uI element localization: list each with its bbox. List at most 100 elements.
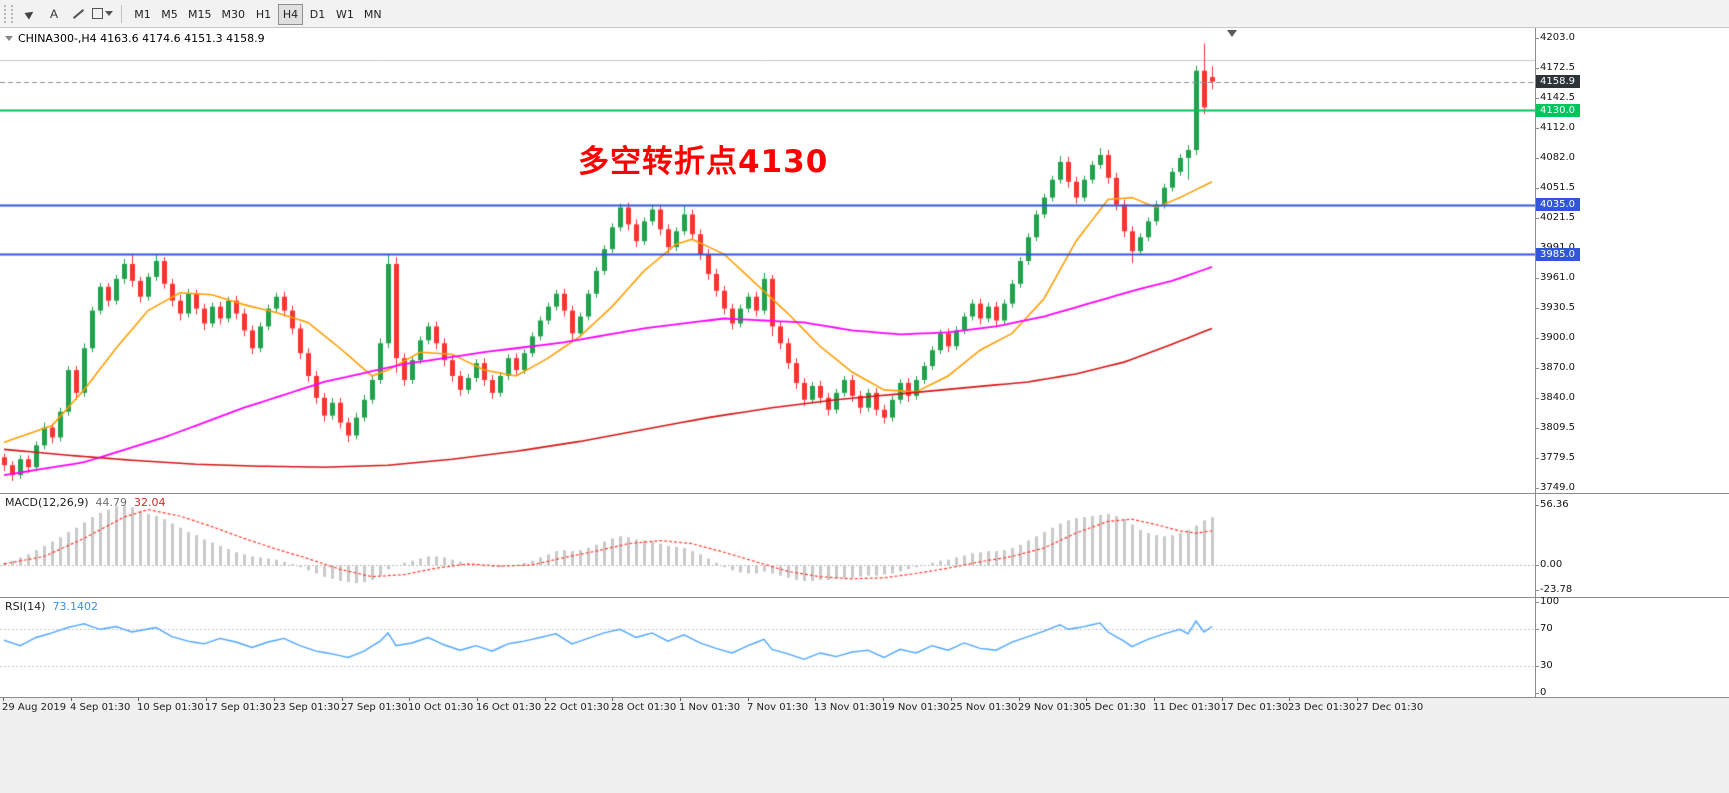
chart-shift-marker-icon[interactable] <box>1227 30 1237 37</box>
macd-name: MACD(12,26,9) <box>5 496 89 509</box>
axis-tick-mark <box>1535 565 1539 566</box>
time-axis-label: 22 Oct 01:30 <box>544 702 610 713</box>
timeframe-button-H1[interactable]: H1 <box>251 4 276 25</box>
shapes-tool-button[interactable] <box>90 3 114 25</box>
timeframe-button-W1[interactable]: W1 <box>332 4 358 25</box>
time-axis-label: 28 Oct 01:30 <box>611 702 677 713</box>
timeframe-button-M5[interactable]: M5 <box>157 4 182 25</box>
price-tick-label: 3809.5 <box>1540 422 1575 434</box>
level-price-label[interactable]: 4130.0 <box>1536 103 1580 117</box>
timeframe-button-M1[interactable]: M1 <box>130 4 155 25</box>
axis-tick-mark <box>1535 428 1539 429</box>
annotation-text: 多空转折点4130 <box>578 144 829 180</box>
panel-separator[interactable] <box>0 493 1729 494</box>
axis-tick-mark <box>1535 488 1539 489</box>
axis-tick-mark <box>1535 158 1539 159</box>
time-axis-label: 7 Nov 01:30 <box>747 702 809 713</box>
rsi-tick-label: 70 <box>1540 623 1553 635</box>
axis-tick-mark <box>1535 590 1539 591</box>
price-tick-label: 4021.5 <box>1540 211 1575 223</box>
price-tick-label: 4051.5 <box>1540 182 1575 194</box>
macd-tick-label: -23.78 <box>1540 584 1573 596</box>
axis-tick-mark <box>1535 278 1539 279</box>
cursor-tool-button[interactable] <box>18 3 42 25</box>
axis-tick-mark <box>1535 693 1539 694</box>
macd-tick-label: 56.36 <box>1540 499 1569 510</box>
price-tick-label: 4112.0 <box>1540 122 1575 134</box>
axis-tick-mark <box>1535 458 1539 459</box>
macd-main-value: 44.79 <box>95 496 128 509</box>
time-tick-mark <box>748 698 749 701</box>
current-price-label[interactable]: 4158.9 <box>1536 75 1580 89</box>
price-axis-border <box>1535 28 1536 697</box>
rsi-panel-canvas[interactable] <box>0 598 1535 697</box>
trendline-tool-button[interactable] <box>66 3 90 25</box>
time-axis-label: 13 Nov 01:30 <box>814 702 882 713</box>
time-tick-mark <box>138 698 139 701</box>
cursor-icon <box>24 7 36 20</box>
time-axis-label: 4 Sep 01:30 <box>70 702 131 713</box>
panel-separator[interactable] <box>0 597 1729 598</box>
price-tick-label: 3930.5 <box>1540 302 1575 314</box>
text-tool-button[interactable]: A <box>42 3 66 25</box>
time-tick-mark <box>1086 698 1087 701</box>
time-axis-label: 29 Aug 2019 <box>2 702 67 713</box>
price-tick-label: 3779.5 <box>1540 451 1575 463</box>
time-axis-label: 11 Dec 01:30 <box>1153 702 1221 713</box>
macd-panel-canvas[interactable] <box>0 494 1535 597</box>
time-tick-mark <box>409 698 410 701</box>
time-axis-strip[interactable]: 29 Aug 2019 4 Sep 01:30 10 Sep 01:30 17 Sep… <box>0 697 1729 793</box>
price-tick-label: 4203.0 <box>1540 32 1575 43</box>
level-price-label[interactable]: 4035.0 <box>1536 198 1580 212</box>
price-tick-label: 3840.0 <box>1540 391 1575 403</box>
time-tick-mark <box>815 698 816 701</box>
rsi-name: RSI(14) <box>5 600 46 613</box>
time-tick-mark <box>883 698 884 701</box>
axis-tick-mark <box>1535 188 1539 189</box>
axis-tick-mark <box>1535 368 1539 369</box>
price-tick-label: 3961.0 <box>1540 271 1575 283</box>
time-tick-mark <box>1289 698 1290 701</box>
time-tick-mark <box>545 698 546 701</box>
time-axis-label: 29 Nov 01:30 <box>1018 702 1086 713</box>
time-axis-label: 17 Sep 01:30 <box>205 702 272 713</box>
price-tick-label: 3900.0 <box>1540 332 1575 344</box>
price-tick-label: 4082.0 <box>1540 151 1575 163</box>
text-tool-icon: A <box>49 6 58 21</box>
timeframe-button-D1[interactable]: D1 <box>305 4 330 25</box>
time-axis-label: 17 Dec 01:30 <box>1221 702 1289 713</box>
toolbar-separator <box>121 4 122 23</box>
axis-tick-mark <box>1535 666 1539 667</box>
axis-tick-mark <box>1535 38 1539 39</box>
time-tick-mark <box>612 698 613 701</box>
macd-indicator-label: MACD(12,26,9) 44.79 32.04 <box>5 496 166 509</box>
time-axis-label: 27 Sep 01:30 <box>341 702 408 713</box>
rsi-tick-label: 30 <box>1540 659 1553 671</box>
axis-tick-mark <box>1535 218 1539 219</box>
timeframe-button-M15[interactable]: M15 <box>184 4 216 25</box>
toolbar: A M1 M5 M15 M30 H1 H4 D1 W1 MN <box>0 0 1729 28</box>
time-tick-mark <box>477 698 478 701</box>
time-axis-label: 5 Dec 01:30 <box>1085 702 1146 713</box>
timeframe-button-MN[interactable]: MN <box>360 4 386 25</box>
time-axis-label: 16 Oct 01:30 <box>476 702 542 713</box>
time-tick-mark <box>1019 698 1020 701</box>
time-tick-mark <box>274 698 275 701</box>
time-tick-mark <box>1154 698 1155 701</box>
timeframe-button-H4[interactable]: H4 <box>278 3 303 25</box>
level-price-label[interactable]: 3985.0 <box>1536 247 1580 261</box>
axis-tick-mark <box>1535 308 1539 309</box>
time-tick-mark <box>1222 698 1223 701</box>
time-tick-mark <box>71 698 72 701</box>
trendline-icon <box>72 8 84 19</box>
main-chart-canvas[interactable] <box>0 28 1535 493</box>
chart-menu-icon[interactable] <box>5 36 13 41</box>
macd-tick-label: 0.00 <box>1540 559 1563 570</box>
price-tick-label: 4172.5 <box>1540 62 1575 74</box>
axis-tick-mark <box>1535 128 1539 129</box>
axis-tick-mark <box>1535 602 1539 603</box>
time-axis-label: 23 Dec 01:30 <box>1288 702 1356 713</box>
axis-tick-mark <box>1535 98 1539 99</box>
axis-tick-mark <box>1535 338 1539 339</box>
timeframe-button-M30[interactable]: M30 <box>218 4 250 25</box>
